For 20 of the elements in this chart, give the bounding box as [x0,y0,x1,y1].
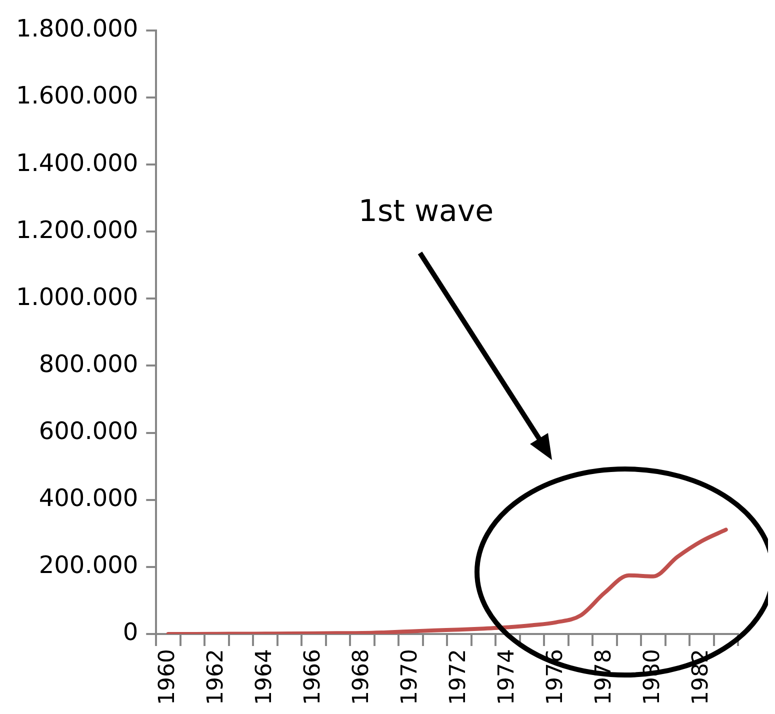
y-tick-label: 1.200.000 [16,216,138,244]
y-tick-label: 1.400.000 [16,148,138,177]
x-tick-label: 1972 [446,649,471,706]
x-tick-label: 1968 [348,649,374,706]
y-tick-label: 1.800.000 [16,14,138,43]
x-tick-label: 1966 [300,649,326,706]
annotation: 1st wave [358,194,494,229]
x-tick-label: 1964 [252,649,277,706]
x-tick-label: 1970 [397,649,422,706]
line-series [166,528,728,634]
y-tick-label: 0 [122,618,138,646]
y-tick-label: 1.600.000 [16,82,138,110]
x-tick-label: 1960 [154,649,180,706]
y-tick-label: 1.000.000 [16,282,138,311]
y-tick-label: 200.000 [38,551,138,580]
x-tick-label: 1974 [494,649,520,706]
y-tick-label: 400.000 [38,484,138,512]
x-tick-label: 1962 [203,649,228,706]
y-tick-label: 600.000 [38,417,138,446]
y-tick-label: 800.000 [38,350,138,378]
